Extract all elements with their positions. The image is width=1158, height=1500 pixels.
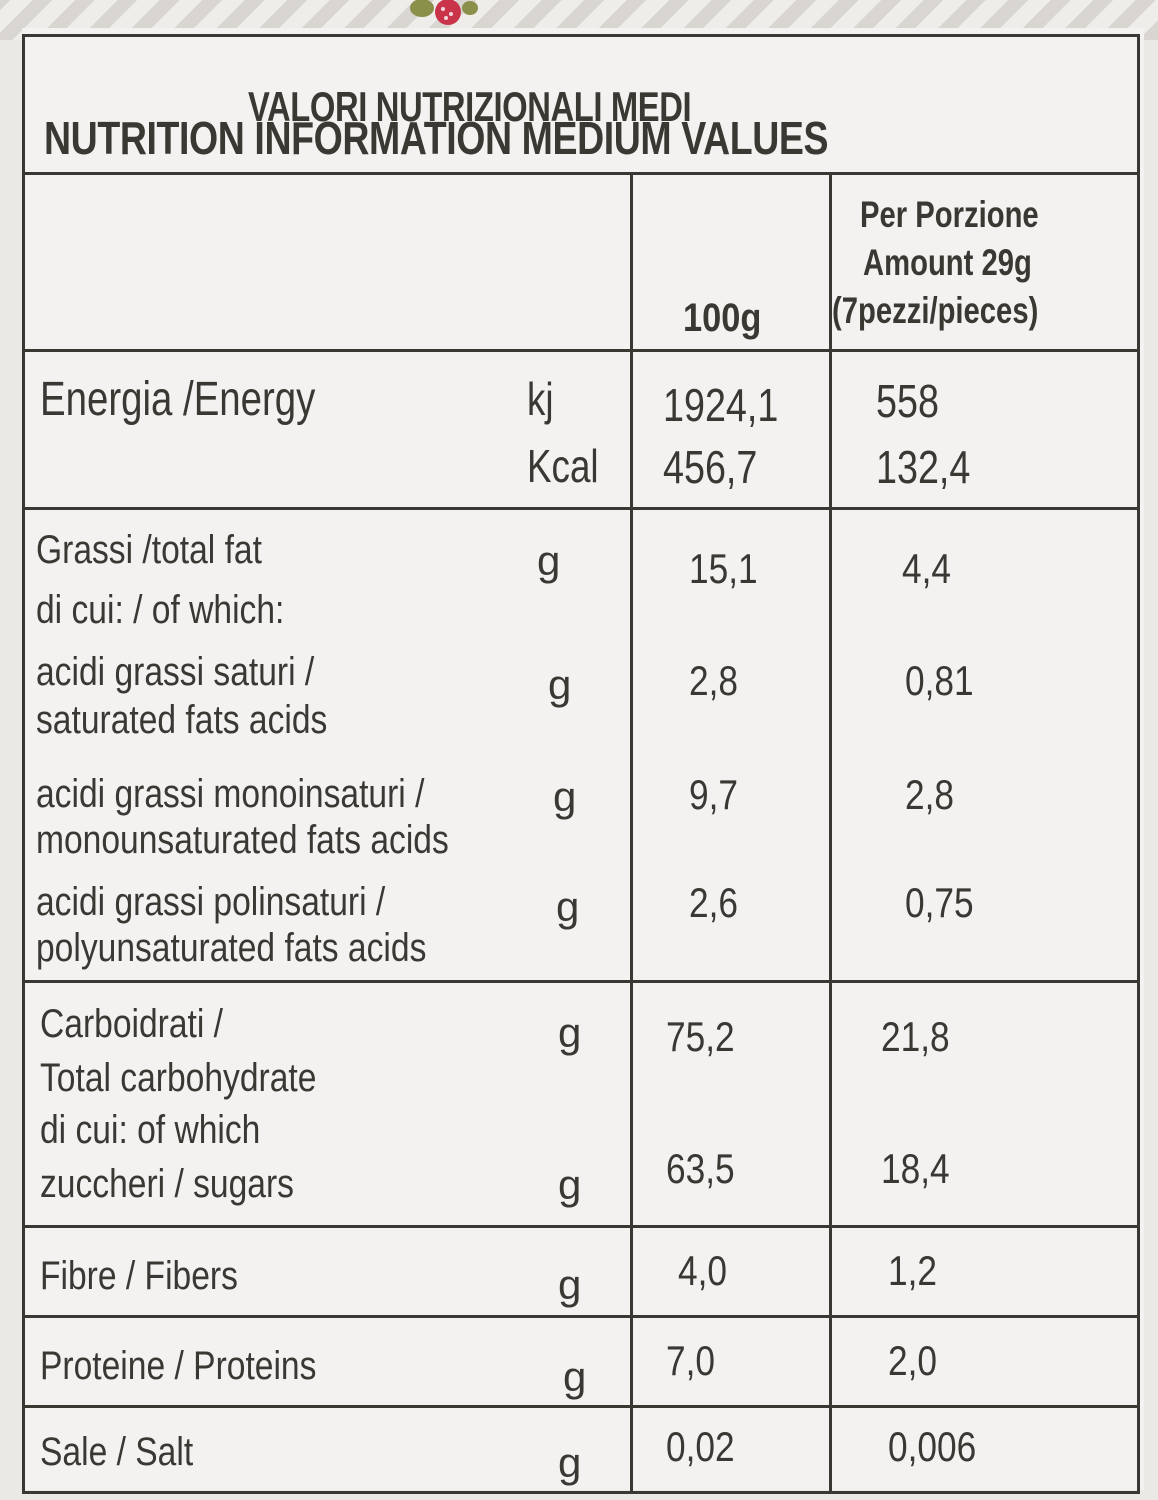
carbs-of-which-label: di cui: of which [40, 1108, 261, 1152]
label-panel [22, 28, 1144, 1490]
poly-label-it: acidi grassi polinsaturi / [36, 880, 386, 924]
protein-label: Proteine / Proteins [40, 1344, 317, 1388]
rule-col-100g-left [630, 172, 633, 1494]
header-portion-line3: (7pezzi/pieces) [832, 290, 1039, 331]
title-italian: VALORI NUTRIZIONALI MEDI [248, 83, 692, 130]
salt-100g: 0,02 [666, 1423, 735, 1470]
fat-unit: g [537, 537, 561, 584]
saturated-label-it: acidi grassi saturi / [36, 650, 315, 694]
poly-label-en: polyunsaturated fats acids [36, 926, 427, 970]
fat-of-which-label: di cui: / of which: [36, 588, 285, 632]
salt-portion: 0,006 [888, 1423, 977, 1470]
fat-portion: 4,4 [902, 545, 952, 592]
mono-label-en: monounsaturated fats acids [36, 818, 449, 862]
carbs-label-en: Total carbohydrate [40, 1056, 317, 1100]
mono-100g: 9,7 [689, 771, 739, 818]
title-english: NUTRITION INFORMATION MEDIUM VALUES [44, 112, 829, 164]
mono-label-it: acidi grassi monoinsaturi / [36, 772, 425, 816]
sugars-label: zuccheri / sugars [40, 1162, 294, 1206]
poly-100g: 2,6 [689, 879, 739, 926]
fibre-100g: 4,0 [678, 1247, 728, 1294]
poly-unit: g [556, 883, 580, 930]
brand-logo-fragment [410, 0, 478, 25]
energy-kcal-portion: 132,4 [876, 441, 971, 493]
rule-header-bottom [22, 349, 1140, 352]
poly-portion: 0,75 [905, 879, 974, 926]
protein-100g: 7,0 [666, 1337, 716, 1384]
mono-portion: 2,8 [905, 771, 955, 818]
saturated-label-en: saturated fats acids [36, 698, 328, 742]
carbs-unit: g [558, 1009, 582, 1056]
header-portion-line2: Amount 29g [863, 242, 1032, 283]
sugars-unit: g [558, 1161, 582, 1208]
mono-unit: g [553, 773, 577, 820]
sugars-portion: 18,4 [881, 1145, 950, 1192]
carbs-label-it: Carboidrati / [40, 1002, 224, 1046]
energy-kj-100g: 1924,1 [663, 379, 779, 431]
energy-unit-kcal: Kcal [527, 440, 599, 492]
protein-portion: 2,0 [888, 1337, 938, 1384]
rule-title-bottom [22, 172, 1140, 175]
salt-label: Sale / Salt [40, 1430, 194, 1474]
header-per-100g: 100g [683, 296, 762, 340]
fat-label: Grassi /total fat [36, 528, 262, 572]
rule-fat-bottom [22, 980, 1140, 983]
sugars-100g: 63,5 [666, 1145, 735, 1192]
energy-kj-portion: 558 [876, 375, 939, 427]
protein-unit: g [563, 1353, 587, 1400]
carbs-portion: 21,8 [881, 1013, 950, 1060]
salt-unit: g [558, 1439, 582, 1486]
saturated-portion: 0,81 [905, 657, 974, 704]
fat-100g: 15,1 [689, 545, 758, 592]
rule-fibre-bottom [22, 1315, 1140, 1318]
rule-carbs-bottom [22, 1225, 1140, 1228]
fibre-label: Fibre / Fibers [40, 1254, 238, 1298]
saturated-unit: g [548, 661, 572, 708]
fibre-unit: g [558, 1261, 582, 1308]
saturated-100g: 2,8 [689, 657, 739, 704]
rule-protein-bottom [22, 1405, 1140, 1408]
energy-label: Energia /Energy [40, 373, 316, 426]
energy-unit-kj: kj [527, 373, 554, 425]
rule-col-portion-left [829, 172, 832, 1494]
fibre-portion: 1,2 [888, 1247, 938, 1294]
nutrition-table [22, 34, 1140, 1494]
rule-energy-bottom [22, 507, 1140, 510]
header-portion-line1: Per Porzione [860, 194, 1039, 235]
energy-kcal-100g: 456,7 [663, 441, 758, 493]
carbs-100g: 75,2 [666, 1013, 735, 1060]
